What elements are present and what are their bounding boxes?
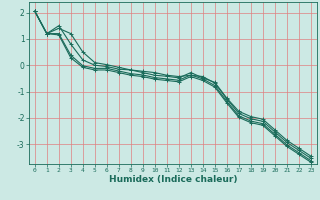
X-axis label: Humidex (Indice chaleur): Humidex (Indice chaleur) — [108, 175, 237, 184]
